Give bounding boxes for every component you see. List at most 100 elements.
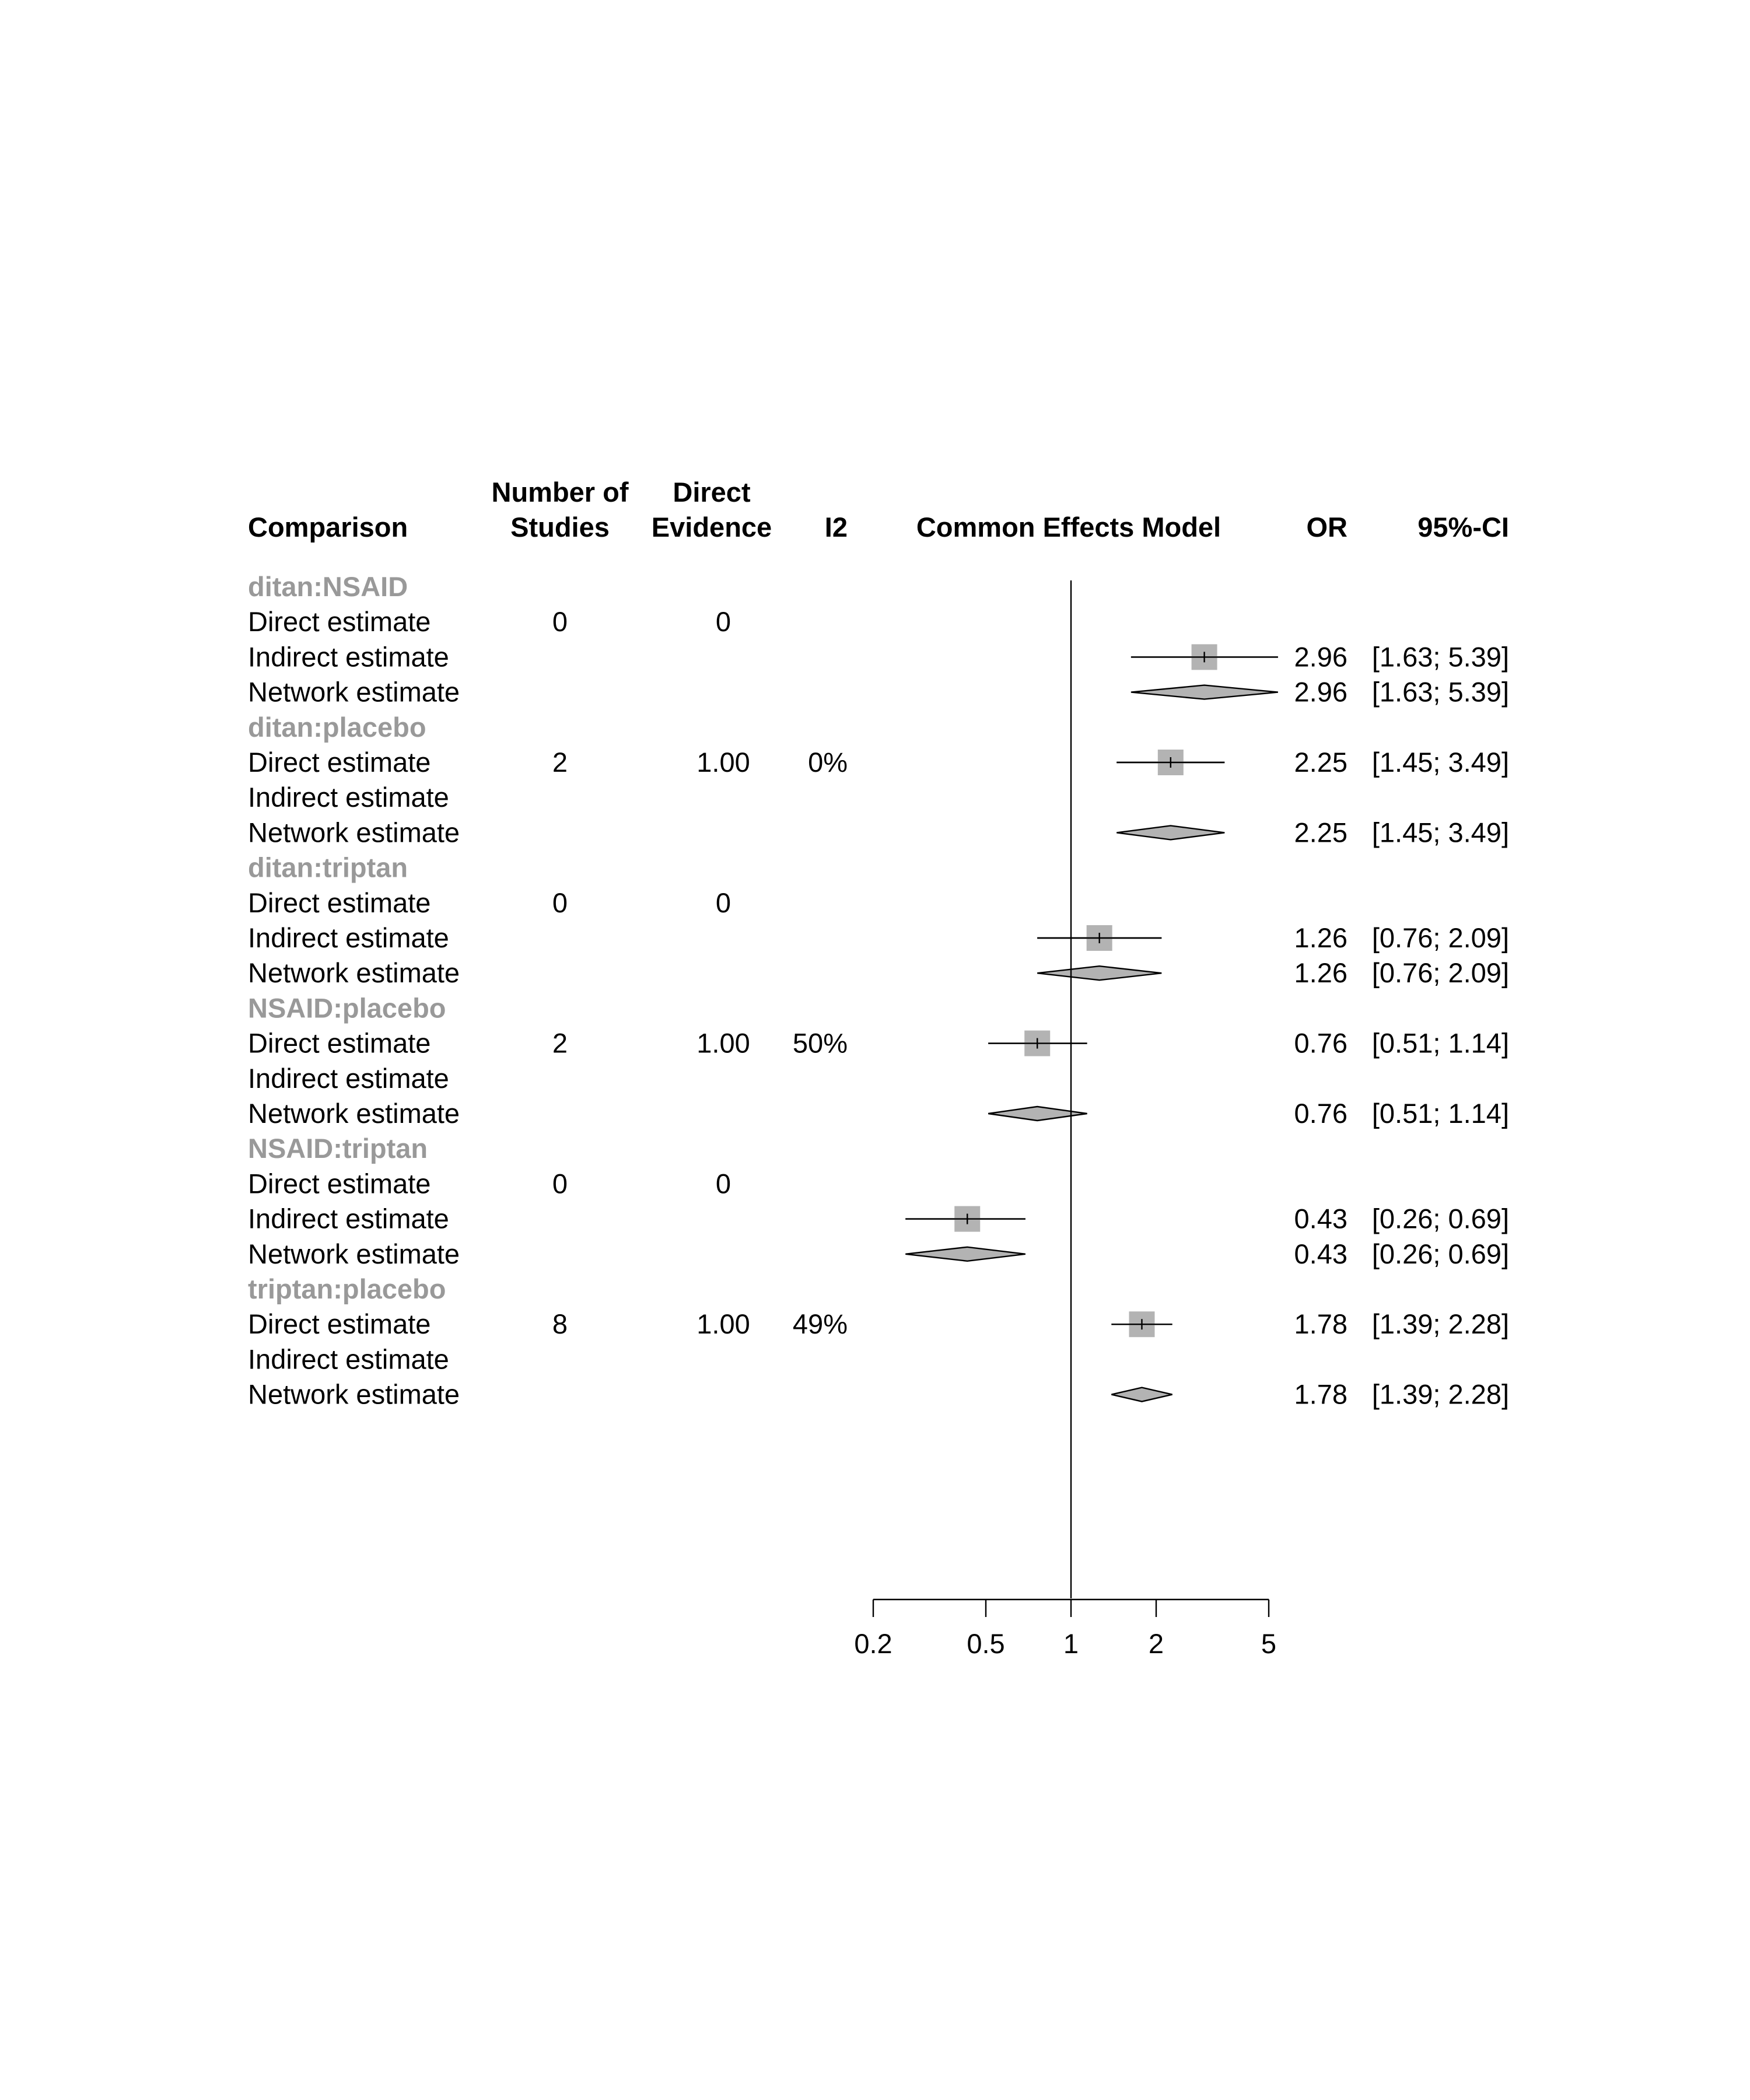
ci-value: [0.76; 2.09] [1372,922,1509,953]
table-row: Network estimate 1.26 [0.76; 2.09] [248,957,1509,988]
table-row: Direct estimate 8 1.00 49% 1.78 [1.39; 2.28] [248,1308,1509,1339]
row-label: Network estimate [248,957,460,988]
or-value: 0.43 [1294,1238,1348,1269]
studies-value: 2 [552,747,568,778]
x-axis-tick-label: 5 [1261,1628,1276,1659]
header-i2: I2 [825,512,848,542]
group-label: ditan:placebo [248,712,426,743]
row-label: Direct estimate [248,747,430,778]
network-diamond [1116,825,1225,841]
column-headers: Comparison Number of Studies Direct Evid… [248,477,1509,542]
direct-evidence-value: 0 [716,1168,731,1199]
direct-evidence-value: 1.00 [696,747,750,778]
row-label: Network estimate [248,1379,460,1410]
table-row: Indirect estimate 1.26 [0.76; 2.09] [248,922,1509,953]
row-label: Indirect estimate [248,922,449,953]
header-model: Common Effects Model [916,512,1221,542]
ci-value: [0.76; 2.09] [1372,957,1509,988]
row-label: Network estimate [248,1098,460,1129]
or-value: 1.78 [1294,1308,1348,1339]
ci-value: [1.63; 5.39] [1372,641,1509,672]
x-axis: 0.2 0.5 1 2 5 [854,1598,1276,1659]
x-axis-tick-label: 0.2 [854,1628,892,1659]
forest-rows: ditan:NSAID Direct estimate 0 0 Indirect est… [248,571,1509,1410]
table-row: Network estimate 2.96 [1.63; 5.39] [248,677,1509,708]
table-row: Network estimate 2.25 [1.45; 3.49] [248,817,1509,848]
ci-value: [0.26; 0.69] [1372,1203,1509,1234]
header-studies-line1: Number of [492,477,629,508]
studies-value: 0 [552,1168,568,1199]
row-label: Indirect estimate [248,1343,449,1374]
or-value: 0.43 [1294,1203,1348,1234]
x-axis-tick-label: 2 [1149,1628,1164,1659]
ci-value: [1.63; 5.39] [1372,677,1509,708]
i2-value: 50% [793,1028,848,1059]
direct-evidence-value: 1.00 [696,1308,750,1339]
ci-value: [0.26; 0.69] [1372,1238,1509,1269]
row-label: Network estimate [248,677,460,708]
header-ci: 95%-CI [1418,512,1509,542]
table-row: Indirect estimate [248,1063,449,1094]
row-label: Network estimate [248,817,460,848]
header-studies-line2: Studies [510,512,610,542]
ci-value: [1.45; 3.49] [1372,747,1509,778]
table-row: Indirect estimate [248,1343,449,1374]
group-label: NSAID:placebo [248,992,446,1023]
table-row: Network estimate 1.78 [1.39; 2.28] [248,1379,1509,1410]
network-diamond [905,1246,1026,1262]
group-label: NSAID:triptan [248,1133,428,1164]
or-value: 2.25 [1294,817,1348,848]
table-row: Indirect estimate 0.43 [0.26; 0.69] [248,1203,1509,1234]
row-label: Direct estimate [248,1308,430,1339]
row-label: Direct estimate [248,1028,430,1059]
or-value: 1.78 [1294,1379,1348,1410]
or-value: 0.76 [1294,1028,1348,1059]
table-row: Direct estimate 2 1.00 50% 0.76 [0.51; 1.14] [248,1028,1509,1059]
ci-value: [1.39; 2.28] [1372,1308,1509,1339]
row-label: Indirect estimate [248,641,449,672]
ci-value: [1.39; 2.28] [1372,1379,1509,1410]
or-value: 2.96 [1294,641,1348,672]
row-label: Indirect estimate [248,1203,449,1234]
row-label: Direct estimate [248,887,430,918]
network-diamond [1037,965,1162,981]
group-label: triptan:placebo [248,1273,446,1304]
row-label: Network estimate [248,1238,460,1269]
i2-value: 49% [793,1308,848,1339]
header-direct-line1: Direct [673,477,751,508]
x-axis-tick-label: 1 [1063,1628,1079,1659]
ci-value: [0.51; 1.14] [1372,1028,1509,1059]
network-diamond [988,1105,1087,1122]
table-row: Direct estimate 0 0 [248,606,731,637]
studies-value: 0 [552,606,568,637]
group-label: ditan:NSAID [248,571,408,602]
table-row: Direct estimate 0 0 [248,1168,731,1199]
header-direct-line2: Evidence [652,512,772,542]
ci-value: [1.45; 3.49] [1372,817,1509,848]
direct-evidence-value: 0 [716,887,731,918]
direct-evidence-value: 0 [716,606,731,637]
table-row: Direct estimate 2 1.00 0% 2.25 [1.45; 3.49] [248,747,1509,778]
table-row: Indirect estimate [248,782,449,813]
table-row: Network estimate 0.43 [0.26; 0.69] [248,1238,1509,1269]
or-value: 0.76 [1294,1098,1348,1129]
studies-value: 2 [552,1028,568,1059]
row-label: Direct estimate [248,1168,430,1199]
row-label: Direct estimate [248,606,430,637]
direct-evidence-value: 1.00 [696,1028,750,1059]
group-label: ditan:triptan [248,852,408,883]
row-label: Indirect estimate [248,782,449,813]
table-row: Indirect estimate 2.96 [1.63; 5.39] [248,641,1509,672]
studies-value: 8 [552,1308,568,1339]
table-row: Network estimate 0.76 [0.51; 1.14] [248,1098,1509,1129]
header-comparison: Comparison [248,512,408,542]
row-label: Indirect estimate [248,1063,449,1094]
studies-value: 0 [552,887,568,918]
header-or: OR [1307,512,1348,542]
or-value: 2.96 [1294,677,1348,708]
table-row: Direct estimate 0 0 [248,887,731,918]
x-axis-tick-label: 0.5 [967,1628,1005,1659]
ci-value: [0.51; 1.14] [1372,1098,1509,1129]
or-value: 2.25 [1294,747,1348,778]
